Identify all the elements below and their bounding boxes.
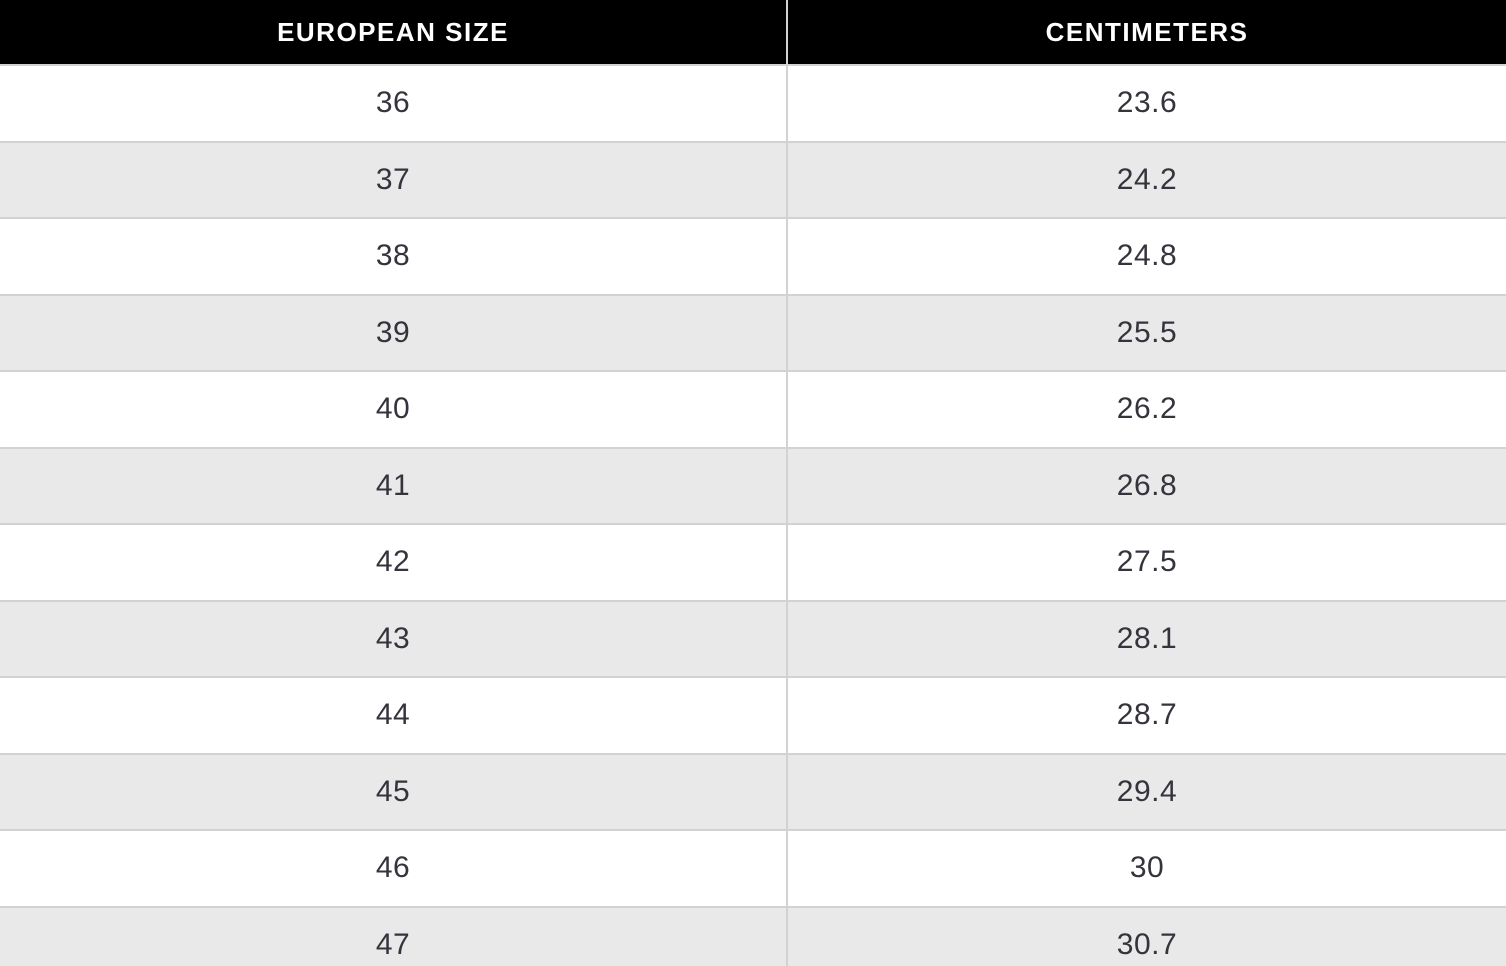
size-cell: 46 bbox=[0, 831, 788, 906]
table-row: 42 27.5 bbox=[0, 523, 1506, 600]
size-cell: 44 bbox=[0, 678, 788, 753]
table-row: 45 29.4 bbox=[0, 752, 1506, 829]
table-row: 44 28.7 bbox=[0, 676, 1506, 753]
table-header-row: EUROPEAN SIZE CENTIMETERS bbox=[0, 0, 1506, 64]
table-row: 39 25.5 bbox=[0, 293, 1506, 370]
cm-cell: 26.8 bbox=[1116, 468, 1178, 502]
size-cell: 38 bbox=[0, 219, 788, 294]
cm-cell: 30 bbox=[1129, 851, 1165, 885]
header-centimeters: CENTIMETERS bbox=[1045, 16, 1249, 47]
cm-cell: 24.8 bbox=[1116, 239, 1178, 273]
cm-cell: 30.7 bbox=[1116, 927, 1178, 961]
size-cell: 40 bbox=[0, 372, 788, 447]
cm-cell: 24.2 bbox=[1116, 162, 1178, 196]
header-european-size: EUROPEAN SIZE bbox=[0, 0, 788, 64]
size-cell: 37 bbox=[0, 142, 788, 217]
size-cell: 39 bbox=[0, 295, 788, 370]
cm-cell: 28.1 bbox=[1116, 621, 1178, 655]
size-cell: 45 bbox=[0, 754, 788, 829]
table-row: 37 24.2 bbox=[0, 140, 1506, 217]
table-row: 38 24.8 bbox=[0, 217, 1506, 294]
size-cell: 47 bbox=[0, 907, 788, 966]
cm-cell: 25.5 bbox=[1116, 315, 1178, 349]
size-cell: 41 bbox=[0, 448, 788, 523]
size-cell: 42 bbox=[0, 525, 788, 600]
table-row: 46 30 bbox=[0, 829, 1506, 906]
table-row: 43 28.1 bbox=[0, 599, 1506, 676]
cm-cell: 26.2 bbox=[1116, 392, 1178, 426]
cm-cell: 27.5 bbox=[1116, 545, 1178, 579]
size-cell: 43 bbox=[0, 601, 788, 676]
table-row: 47 30.7 bbox=[0, 905, 1506, 966]
table-row: 41 26.8 bbox=[0, 446, 1506, 523]
size-cell: 36 bbox=[0, 66, 788, 141]
cm-cell: 29.4 bbox=[1116, 774, 1178, 808]
table-row: 36 23.6 bbox=[0, 64, 1506, 141]
table-body: 36 23.6 37 24.2 38 24.8 39 25.5 40 26.2 … bbox=[0, 64, 1506, 966]
table-row: 40 26.2 bbox=[0, 370, 1506, 447]
cm-cell: 28.7 bbox=[1116, 698, 1178, 732]
cm-cell: 23.6 bbox=[1116, 86, 1178, 120]
